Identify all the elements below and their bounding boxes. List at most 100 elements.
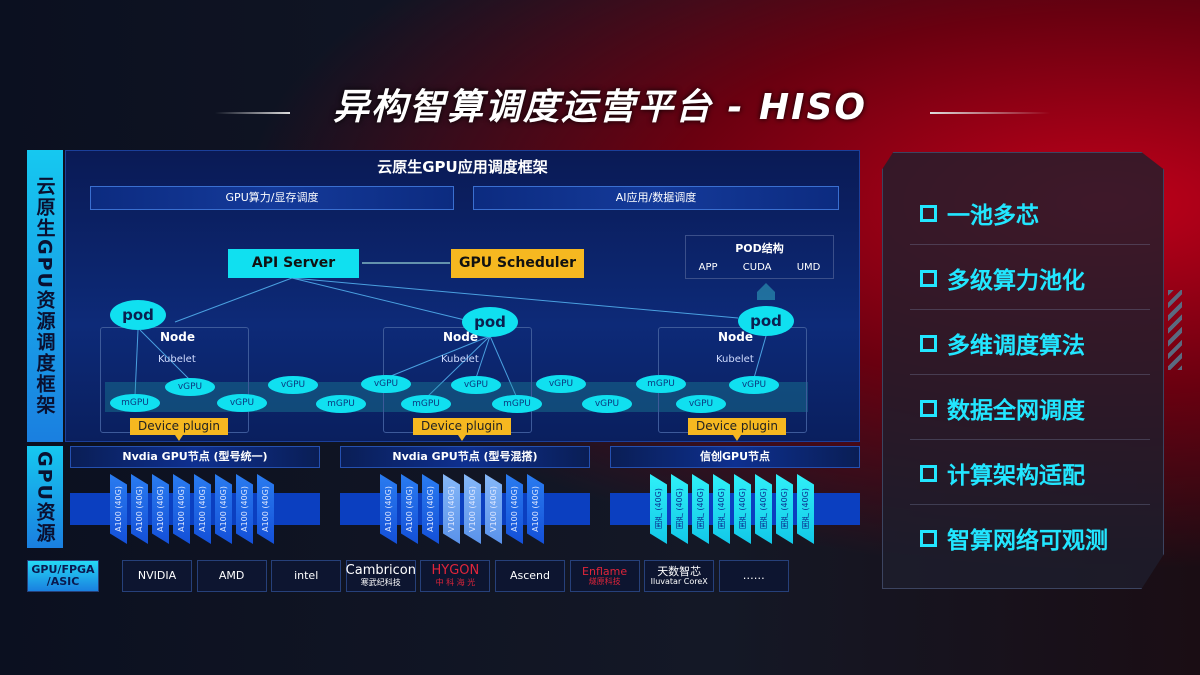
kubelet-label: Kubelet — [158, 354, 196, 365]
title-line-left — [215, 112, 290, 114]
node-label: Node — [718, 330, 754, 344]
gpu-unit: vGPU — [536, 375, 586, 393]
checkbox-icon — [920, 204, 937, 222]
vendor-text: NVIDIA — [137, 568, 177, 582]
feature-divider — [910, 439, 1150, 440]
gpu-card-label: 国产 (40G) — [780, 488, 789, 530]
vendor-logo-ascend: Ascend — [495, 560, 565, 592]
gpu-card: A100 (40G) — [152, 474, 169, 544]
gpu-unit: vGPU — [361, 375, 411, 393]
node-label: Node — [160, 330, 196, 344]
gpu-card: A100 (40G) — [110, 474, 127, 544]
gpu-card: A100 (40G) — [380, 474, 397, 544]
gpu-unit: vGPU — [165, 378, 215, 396]
device-plugin: Device plugin — [413, 418, 511, 441]
vendor-text: 中 科 海 光 — [435, 577, 476, 587]
gpu-card-label: V100 (40G) — [489, 486, 498, 532]
vendor-text: HYGON — [431, 563, 480, 579]
pod-structure-title: POD结构 — [735, 242, 784, 255]
gpu-card-label: 国产 (40G) — [717, 488, 726, 530]
gpu-card: V100 (40G) — [443, 474, 460, 544]
gpu-card-label: 国产 (40G) — [696, 488, 705, 530]
gpu-card: 国产 (40G) — [671, 474, 688, 544]
kubelet-label: Kubelet — [441, 354, 479, 365]
pod-structure-cuda: CUDA — [742, 262, 772, 273]
gpu-group-title: Nvdia GPU节点 (型号统一) — [70, 446, 320, 468]
pod-structure-umd: UMD — [796, 262, 821, 273]
feature-label: 智算网络可观测 — [947, 528, 1108, 554]
feature-label: 一池多芯 — [947, 203, 1039, 229]
gpu-card: 国产 (40G) — [692, 474, 709, 544]
feature-item: 一池多芯 — [920, 196, 1039, 230]
kubelet-label: Kubelet — [716, 354, 754, 365]
vendor-text: Cambricon — [345, 563, 416, 579]
gpu-card-label: A100 (40G) — [114, 486, 123, 532]
gpu-unit: vGPU — [217, 394, 267, 412]
api-server: API Server — [228, 249, 359, 278]
vendor-logo-cambricon: Cambricon 寒武纪科技 — [346, 560, 416, 592]
feature-divider — [910, 309, 1150, 310]
gpu-card-label: V100 (40G) — [468, 486, 477, 532]
feature-divider — [910, 244, 1150, 245]
vendor-text: 天数智芯 — [657, 564, 702, 578]
gpu-card: A100 (40G) — [173, 474, 190, 544]
gpu-unit: vGPU — [729, 376, 779, 394]
gpu-card-label: 国产 (40G) — [654, 488, 663, 530]
gpu-card-label: A100 (40G) — [156, 486, 165, 532]
gpu-unit: vGPU — [268, 376, 318, 394]
gpu-unit: mGPU — [401, 395, 451, 413]
device-plugin: Device plugin — [130, 418, 228, 441]
gpu-card: A100 (40G) — [401, 474, 418, 544]
pod-structure-app: APP — [698, 262, 718, 273]
gpu-card-label: A100 (40G) — [177, 486, 186, 532]
side-label-framework: 云原生GPU资源调度框架 — [27, 150, 63, 442]
device-plugin: Device plugin — [688, 418, 786, 441]
bar-gpu-scheduling: GPU算力/显存调度 — [90, 186, 454, 210]
gpu-card-label: A100 (40G) — [135, 486, 144, 532]
feature-label: 多维调度算法 — [947, 333, 1085, 359]
pod: pod — [462, 307, 518, 337]
gpu-card-label: A100 (40G) — [261, 486, 270, 532]
checkbox-icon — [920, 464, 937, 482]
feature-item: 多维调度算法 — [920, 326, 1085, 360]
feature-item: 计算架构适配 — [920, 456, 1085, 490]
node-label: Node — [443, 330, 479, 344]
gpu-unit: mGPU — [316, 395, 366, 413]
vendor-text: 燧原科技 — [588, 576, 621, 586]
gpu-card: 国产 (40G) — [650, 474, 667, 544]
feature-item: 智算网络可观测 — [920, 521, 1108, 555]
pod: pod — [738, 306, 794, 336]
gpu-card-label: A100 (40G) — [240, 486, 249, 532]
gpu-card: A100 (40G) — [236, 474, 253, 544]
gpu-unit: mGPU — [636, 375, 686, 393]
gpu-group-title: 信创GPU节点 — [610, 446, 860, 468]
gpu-card: V100 (40G) — [464, 474, 481, 544]
vendor-text: …… — [742, 568, 765, 582]
gpu-card: A100 (40G) — [422, 474, 439, 544]
gpu-card-label: A100 (40G) — [384, 486, 393, 532]
vendor-logo-intel: intel — [271, 560, 342, 592]
gpu-card-label: V100 (40G) — [447, 486, 456, 532]
vendor-logo-: …… — [718, 560, 789, 592]
vendor-text: Enflame — [582, 564, 628, 578]
vendor-text: Ascend — [509, 568, 551, 582]
feature-item: 数据全网调度 — [920, 391, 1085, 425]
feature-label: 多级算力池化 — [947, 268, 1085, 294]
gpu-card: 国产 (40G) — [755, 474, 772, 544]
gpu-card: A100 (40G) — [527, 474, 544, 544]
vendor-text: AMD — [218, 568, 245, 582]
gpu-card: 国产 (40G) — [734, 474, 751, 544]
checkbox-icon — [920, 334, 937, 352]
side-label-resources: GPU资源 — [27, 446, 63, 548]
framework-title: 云原生GPU应用调度框架 — [377, 158, 548, 176]
bar-ai-scheduling: AI应用/数据调度 — [473, 186, 839, 210]
feature-divider — [910, 374, 1150, 375]
vendor-logo-nvidia: NVIDIA — [122, 560, 192, 592]
vendor-text: Iluvatar CoreX — [650, 576, 708, 586]
gpu-card: A100 (40G) — [506, 474, 523, 544]
gpu-card-label: 国产 (40G) — [759, 488, 768, 530]
gpu-card-label: A100 (40G) — [219, 486, 228, 532]
vendor-text: intel — [294, 568, 319, 582]
gpu-scheduler: GPU Scheduler — [451, 249, 584, 278]
